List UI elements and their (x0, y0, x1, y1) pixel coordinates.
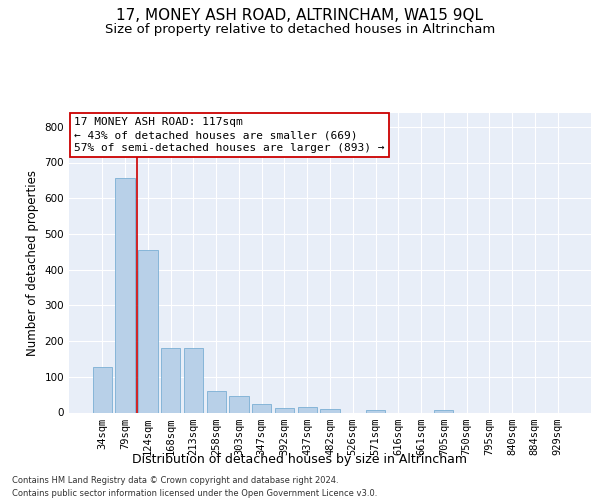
Text: Size of property relative to detached houses in Altrincham: Size of property relative to detached ho… (105, 22, 495, 36)
Text: 17, MONEY ASH ROAD, ALTRINCHAM, WA15 9QL: 17, MONEY ASH ROAD, ALTRINCHAM, WA15 9QL (116, 8, 484, 22)
Bar (184, 348, 203, 412)
Bar (229, 396, 248, 412)
Bar (434, 410, 454, 412)
Bar (366, 410, 385, 412)
Bar (161, 348, 181, 412)
Bar (206, 391, 226, 412)
Bar (115, 178, 135, 412)
Bar (298, 407, 317, 412)
Bar (138, 250, 158, 412)
Bar (93, 367, 112, 412)
Text: Distribution of detached houses by size in Altrincham: Distribution of detached houses by size … (133, 452, 467, 466)
Bar (252, 404, 271, 412)
Bar (320, 409, 340, 412)
Bar (275, 408, 294, 412)
Text: 17 MONEY ASH ROAD: 117sqm
← 43% of detached houses are smaller (669)
57% of semi: 17 MONEY ASH ROAD: 117sqm ← 43% of detac… (74, 117, 385, 154)
Y-axis label: Number of detached properties: Number of detached properties (26, 170, 39, 356)
Text: Contains HM Land Registry data © Crown copyright and database right 2024.
Contai: Contains HM Land Registry data © Crown c… (12, 476, 377, 498)
